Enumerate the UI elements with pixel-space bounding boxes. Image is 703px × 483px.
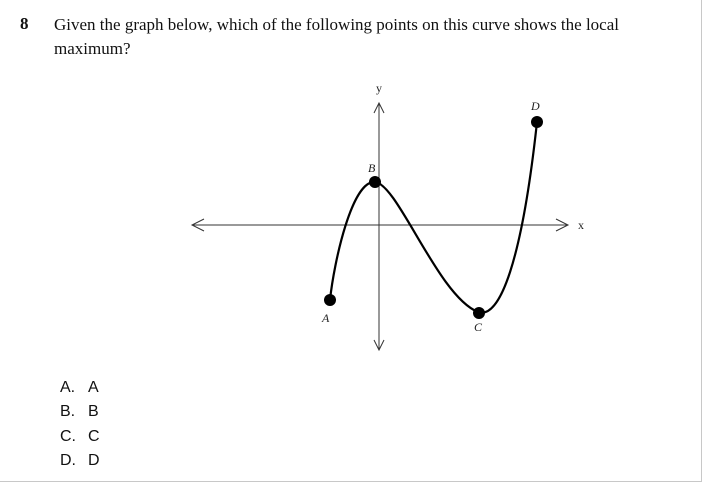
choice-text: D [88, 451, 100, 469]
function-curve [328, 121, 539, 314]
choice-text: A [88, 379, 99, 396]
choice-a[interactable]: A. A [60, 376, 100, 400]
question-text: Given the graph below, which of the foll… [54, 15, 619, 58]
question-number: 8 [20, 14, 29, 33]
choice-letter: B. [60, 403, 76, 421]
y-axis-top-arrow [373, 101, 385, 114]
choice-letter: C. [60, 427, 76, 445]
point-d-label: D [530, 99, 540, 113]
choice-text: C [88, 427, 100, 445]
point-c-marker [473, 307, 485, 319]
answer-choices: A. A B. B C. C D. D [60, 376, 100, 473]
x-axis-label: x [578, 218, 584, 232]
x-axis-left-arrow [190, 218, 205, 232]
choice-text: B [88, 403, 99, 421]
point-a-label: A [321, 311, 330, 325]
choice-d[interactable]: D. D [60, 449, 100, 473]
y-axis-bottom-arrow [373, 339, 385, 352]
point-c-label: C [474, 320, 483, 334]
choice-letter: D. [60, 451, 76, 469]
point-d-marker [531, 116, 543, 128]
point-b-marker [369, 176, 381, 188]
y-axis-label: y [376, 81, 382, 95]
point-a-marker [324, 294, 336, 306]
point-b-label: B [368, 161, 376, 175]
choice-letter: A. [60, 379, 76, 396]
x-axis-right-arrow [555, 218, 570, 232]
choice-c[interactable]: C. C [60, 425, 100, 449]
choice-b[interactable]: B. B [60, 400, 100, 424]
